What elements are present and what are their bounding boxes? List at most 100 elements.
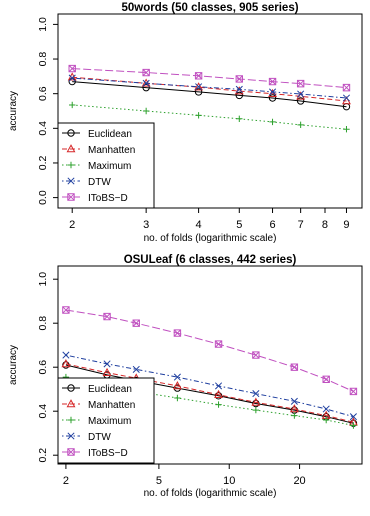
series-line: [65, 364, 354, 424]
data-point: [103, 360, 111, 368]
series-line: [72, 81, 347, 108]
data-point: [252, 351, 260, 359]
data-point: [297, 121, 304, 129]
legend-marker: [67, 193, 75, 201]
data-point: [268, 77, 277, 86]
series-4: [68, 74, 351, 102]
data-point: [62, 351, 70, 359]
data-point: [350, 422, 357, 429]
data-point: [102, 367, 112, 376]
x-tick-label: 8: [322, 219, 328, 231]
x-axis-label: no. of folds (logarithmic scale): [144, 233, 277, 244]
data-point: [268, 94, 277, 102]
data-point: [268, 88, 277, 97]
series-3: [69, 101, 350, 133]
data-point: [69, 101, 76, 109]
data-point: [194, 82, 204, 91]
data-point: [252, 390, 260, 398]
y-tick-label: 1.0: [37, 272, 49, 287]
x-tick-label: 5: [156, 475, 162, 487]
y-tick-label: 0.4: [37, 404, 49, 419]
legend-marker: [67, 384, 75, 392]
x-tick-label: 2: [69, 219, 75, 231]
x-tick-label: 2: [63, 475, 69, 487]
x-tick-label: 3: [143, 219, 149, 231]
x-tick-label: 20: [293, 475, 305, 487]
legend-marker: [67, 416, 75, 424]
x-tick-label: 7: [298, 219, 304, 231]
legend: Euclidean Manhatten Maximum DTW IToBS−D: [57, 122, 155, 209]
y-tick-label: 0.6: [37, 86, 49, 101]
data-point: [349, 387, 358, 396]
legend-label: Manhatten: [88, 145, 135, 156]
legend-label: Euclidean: [88, 129, 132, 140]
data-point: [297, 90, 305, 98]
legend-marker: [67, 161, 75, 169]
data-point: [268, 88, 277, 96]
data-point: [342, 94, 351, 102]
y-tick-label: 0.6: [37, 360, 49, 375]
data-point: [215, 401, 222, 408]
data-point: [290, 363, 299, 371]
data-point: [291, 412, 298, 419]
data-point: [194, 88, 203, 96]
legend-label: IToBS−D: [88, 448, 128, 459]
data-point: [142, 107, 150, 115]
data-point: [235, 91, 243, 100]
y-tick-label: 0.8: [37, 52, 49, 67]
data-point: [214, 389, 223, 398]
x-axis-label: no. of folds (logarithmic scale): [144, 488, 277, 499]
legend: Euclidean Manhatten Maximum DTW IToBS−D: [57, 377, 155, 464]
legend-marker: [67, 448, 75, 456]
legend-marker: [67, 432, 75, 440]
series-4: [62, 351, 357, 421]
data-point: [236, 115, 243, 122]
data-point: [195, 112, 202, 119]
data-point: [214, 340, 223, 348]
data-point: [235, 85, 243, 93]
chart-panel-1: 50words (50 classes, 905 series) 2 3 4 5 6 7 8 9…: [8, 2, 363, 244]
legend-marker: [66, 144, 76, 153]
legend-label: Manhatten: [88, 400, 135, 411]
data-point: [141, 78, 151, 87]
data-point: [62, 306, 70, 314]
data-point: [214, 382, 223, 390]
y-tick-label: 0.2: [37, 156, 49, 171]
data-point: [142, 79, 150, 87]
data-point: [132, 365, 140, 373]
plot-frame: [57, 13, 363, 209]
x-tick-label: 5: [236, 219, 242, 231]
data-point: [173, 329, 182, 337]
data-point: [234, 86, 244, 95]
x-tick-label: 6: [269, 219, 275, 231]
data-point: [296, 79, 305, 88]
data-point: [322, 416, 330, 424]
y-axis-label: accuracy: [8, 345, 19, 385]
data-point: [251, 397, 261, 406]
y-tick-label: 0.8: [37, 316, 49, 331]
data-point: [349, 413, 357, 421]
series-5: [62, 306, 358, 396]
chart-panel-2: OSULeaf (6 classes, 442 series) 2 5 10 20 no.…: [8, 254, 363, 499]
legend-marker: [67, 129, 75, 137]
data-point: [290, 397, 298, 405]
data-point: [68, 64, 76, 73]
legend-label: Euclidean: [88, 384, 132, 395]
data-point: [142, 68, 150, 77]
legend-marker: [67, 177, 75, 185]
data-point: [194, 72, 203, 80]
legend-label: Maximum: [88, 161, 131, 172]
legend-label: DTW: [88, 177, 111, 188]
data-point: [235, 75, 243, 83]
data-point: [68, 74, 76, 82]
series-1: [68, 77, 351, 111]
data-point: [172, 381, 182, 390]
data-point: [61, 359, 71, 368]
y-tick-label: 0.0: [37, 190, 49, 205]
series-5: [68, 64, 351, 92]
data-point: [142, 83, 150, 92]
series-line: [65, 363, 354, 423]
data-point: [252, 406, 260, 414]
data-point: [322, 375, 330, 383]
